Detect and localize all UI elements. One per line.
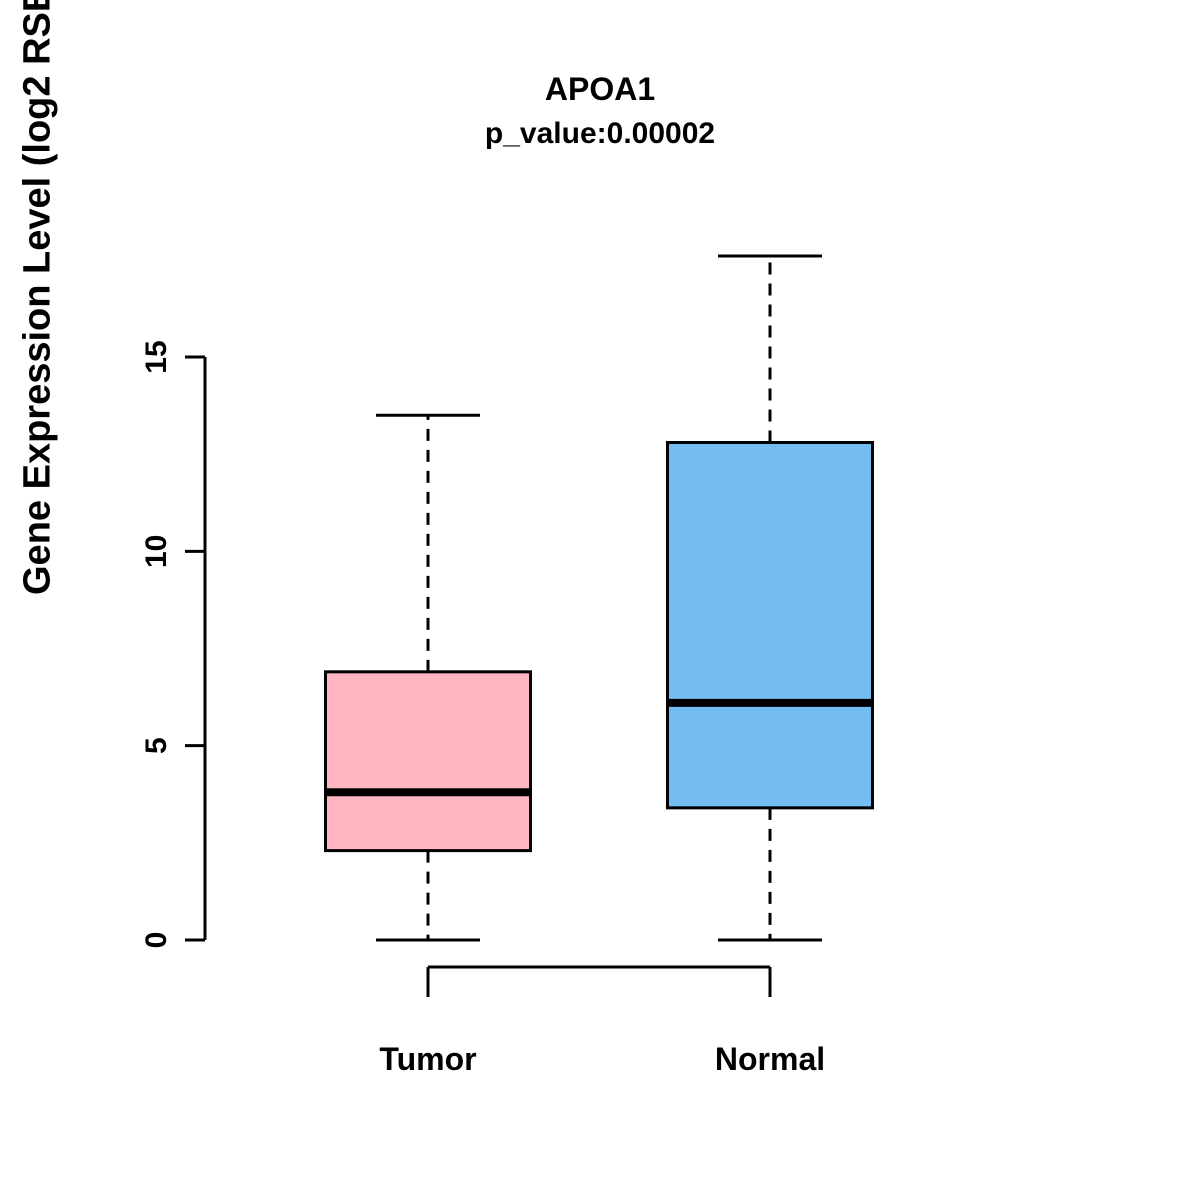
y-tick-label: 5 (140, 737, 173, 754)
box-tumor (324, 670, 532, 853)
category-label: Tumor (379, 1041, 476, 1077)
category-label: Normal (715, 1041, 825, 1077)
y-tick-label: 10 (140, 535, 173, 568)
y-tick-label: 15 (140, 340, 173, 373)
box-normal (666, 441, 874, 810)
y-tick-label: 0 (140, 932, 173, 949)
